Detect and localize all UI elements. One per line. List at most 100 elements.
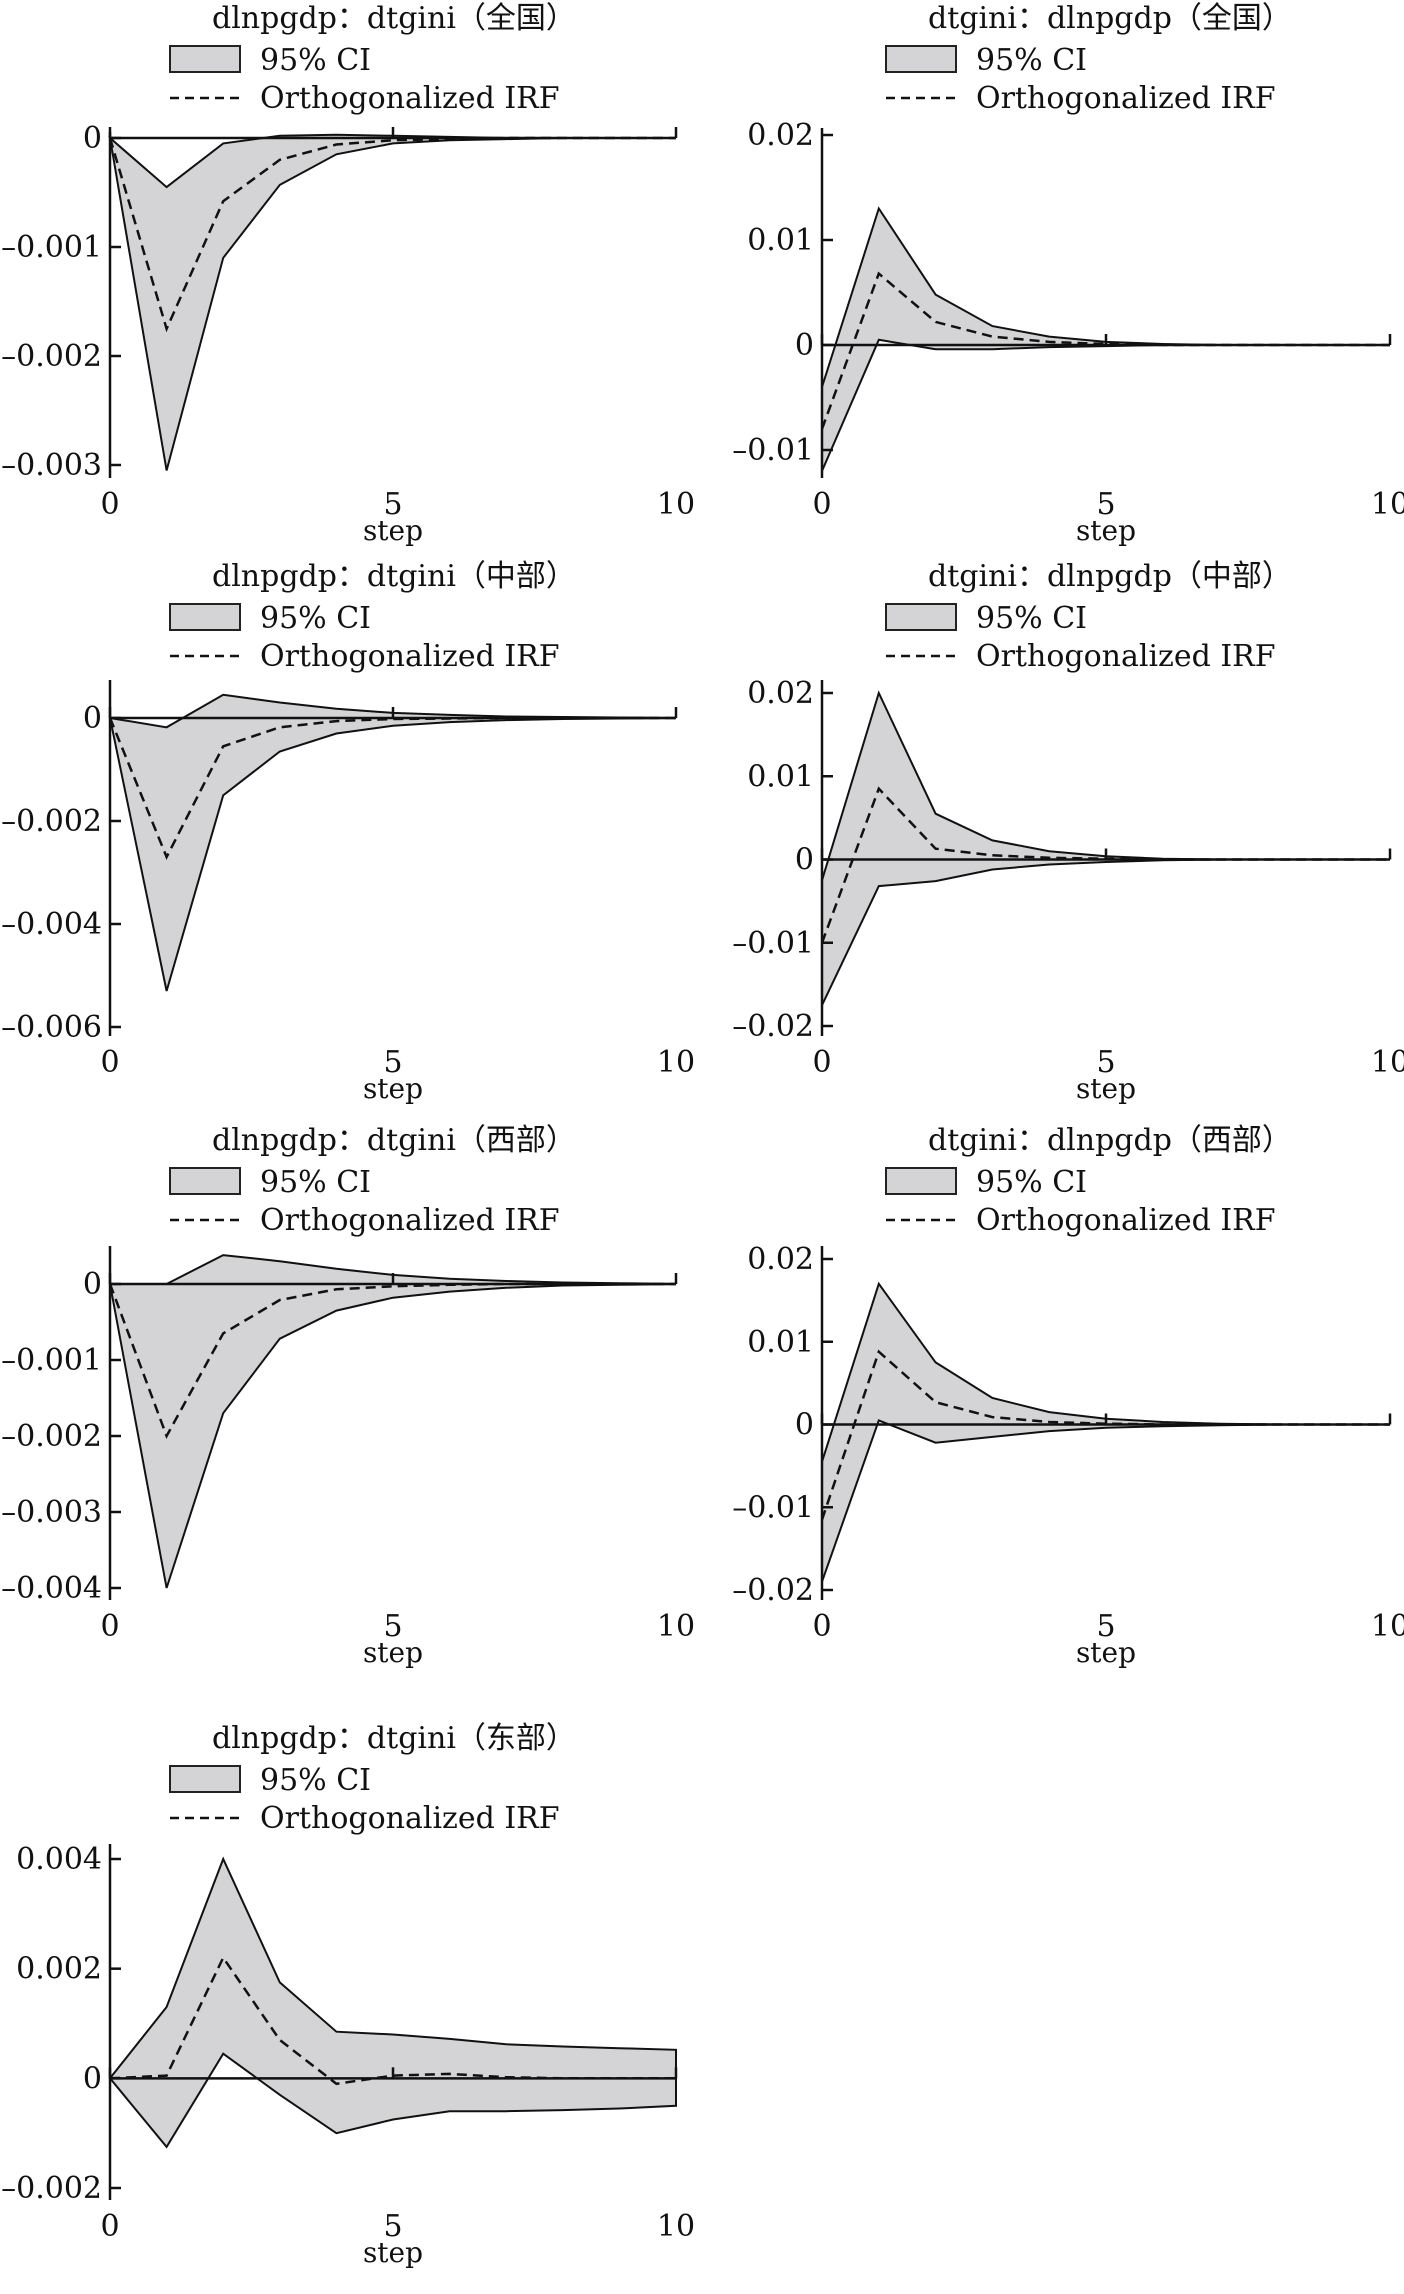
x-axis-label: step bbox=[363, 2236, 423, 2269]
x-tick-label: 5 bbox=[383, 487, 402, 522]
x-tick-label: 5 bbox=[383, 2209, 402, 2244]
y-tick-label: 0.02 bbox=[747, 676, 814, 711]
ci-band bbox=[108, 1856, 677, 2149]
x-tick-label: 0 bbox=[812, 487, 831, 522]
y-tick-label: –0.01 bbox=[732, 926, 814, 961]
y-tick-label: 0 bbox=[795, 843, 814, 878]
irf-line bbox=[108, 716, 676, 860]
irf-line bbox=[108, 136, 676, 333]
x-tick-label: 5 bbox=[383, 1045, 402, 1080]
y-tick-label: –0.01 bbox=[732, 1490, 814, 1525]
y-tick-label: 0 bbox=[83, 2061, 102, 2096]
legend-ci-swatch bbox=[169, 1765, 241, 1793]
legend-irf-label: Orthogonalized IRF bbox=[260, 639, 560, 674]
legend-irf-label: Orthogonalized IRF bbox=[976, 639, 1276, 674]
legend-ci-label: 95% CI bbox=[260, 1763, 371, 1798]
y-tick-label: 0 bbox=[795, 328, 814, 363]
y-tick-label: –0.02 bbox=[732, 1009, 814, 1044]
x-tick-label: 10 bbox=[657, 1609, 695, 1644]
legend-ci-swatch bbox=[169, 1167, 241, 1195]
x-tick-label: 0 bbox=[812, 1609, 831, 1644]
chart-title: dtgini：dlnpgdp（西部） bbox=[928, 1123, 1292, 1158]
ci-band bbox=[108, 1254, 677, 1589]
irf-line bbox=[820, 1349, 1390, 1521]
y-tick-label: –0.004 bbox=[1, 1571, 102, 1606]
legend-ci-swatch bbox=[885, 45, 957, 73]
legend-ci-label: 95% CI bbox=[260, 1165, 371, 1200]
y-tick-label: –0.002 bbox=[1, 2171, 102, 2206]
legend-ci-swatch bbox=[169, 603, 241, 631]
y-tick-label: –0.004 bbox=[1, 907, 102, 942]
y-tick-label: –0.002 bbox=[1, 804, 102, 839]
y-tick-label: 0 bbox=[83, 1267, 102, 1302]
y-tick-label: –0.006 bbox=[1, 1010, 102, 1045]
x-tick-label: 0 bbox=[812, 1045, 831, 1080]
chart-title: dlnpgdp：dtgini（东部） bbox=[212, 1721, 576, 1756]
x-axis-label: step bbox=[363, 1636, 423, 1669]
y-tick-label: 0.02 bbox=[747, 118, 814, 153]
y-tick-label: –0.001 bbox=[1, 1343, 102, 1378]
y-tick-label: –0.01 bbox=[732, 433, 814, 468]
chart-title: dlnpgdp：dtgini（西部） bbox=[212, 1123, 576, 1158]
ci-band bbox=[821, 1281, 1390, 1583]
chart-title: dlnpgdp：dtgini（中部） bbox=[212, 559, 576, 594]
legend-ci-swatch bbox=[885, 603, 957, 631]
x-axis-label: step bbox=[363, 514, 423, 547]
x-tick-label: 5 bbox=[1096, 1045, 1115, 1080]
y-tick-label: –0.02 bbox=[732, 1573, 814, 1608]
x-tick-label: 5 bbox=[1096, 1609, 1115, 1644]
legend-irf-label: Orthogonalized IRF bbox=[260, 1801, 560, 1836]
y-tick-label: 0.01 bbox=[747, 759, 814, 794]
x-tick-label: 0 bbox=[100, 2209, 119, 2244]
x-tick-label: 5 bbox=[1096, 487, 1115, 522]
x-tick-label: 0 bbox=[100, 1609, 119, 1644]
y-tick-label: 0.02 bbox=[747, 1242, 814, 1277]
x-tick-label: 10 bbox=[1371, 487, 1404, 522]
legend-irf-label: Orthogonalized IRF bbox=[976, 81, 1276, 116]
irf-line bbox=[820, 271, 1390, 430]
chart-title: dtgini：dlnpgdp（中部） bbox=[928, 559, 1292, 594]
x-axis-label: step bbox=[1076, 1636, 1136, 1669]
x-tick-label: 10 bbox=[1371, 1045, 1404, 1080]
x-tick-label: 0 bbox=[100, 487, 119, 522]
y-tick-label: –0.001 bbox=[1, 230, 102, 265]
x-tick-label: 5 bbox=[383, 1609, 402, 1644]
y-tick-label: 0.01 bbox=[747, 223, 814, 258]
x-axis-label: step bbox=[1076, 514, 1136, 547]
y-tick-label: 0.01 bbox=[747, 1325, 814, 1360]
x-tick-label: 10 bbox=[657, 2209, 695, 2244]
ci-band bbox=[108, 693, 677, 992]
y-tick-label: –0.002 bbox=[1, 339, 102, 374]
y-tick-label: –0.003 bbox=[1, 448, 102, 483]
x-axis-label: step bbox=[1076, 1072, 1136, 1105]
legend-ci-swatch bbox=[169, 45, 241, 73]
y-tick-label: 0.004 bbox=[16, 1842, 102, 1877]
x-tick-label: 10 bbox=[657, 1045, 695, 1080]
legend-ci-label: 95% CI bbox=[976, 43, 1087, 78]
x-tick-label: 10 bbox=[657, 487, 695, 522]
chart-title: dlnpgdp：dtgini（全国） bbox=[212, 1, 576, 36]
y-tick-label: 0 bbox=[795, 1408, 814, 1443]
y-tick-label: 0 bbox=[83, 701, 102, 736]
x-axis-label: step bbox=[363, 1072, 423, 1105]
legend-irf-label: Orthogonalized IRF bbox=[976, 1203, 1276, 1238]
legend-ci-label: 95% CI bbox=[976, 1165, 1087, 1200]
x-tick-label: 0 bbox=[100, 1045, 119, 1080]
y-tick-label: –0.002 bbox=[1, 1419, 102, 1454]
legend-ci-label: 95% CI bbox=[976, 601, 1087, 636]
irf-line bbox=[108, 1282, 676, 1439]
y-tick-label: 0 bbox=[83, 121, 102, 156]
legend-irf-label: Orthogonalized IRF bbox=[260, 1203, 560, 1238]
legend-ci-label: 95% CI bbox=[260, 43, 371, 78]
legend-irf-label: Orthogonalized IRF bbox=[260, 81, 560, 116]
legend-ci-swatch bbox=[885, 1167, 957, 1195]
